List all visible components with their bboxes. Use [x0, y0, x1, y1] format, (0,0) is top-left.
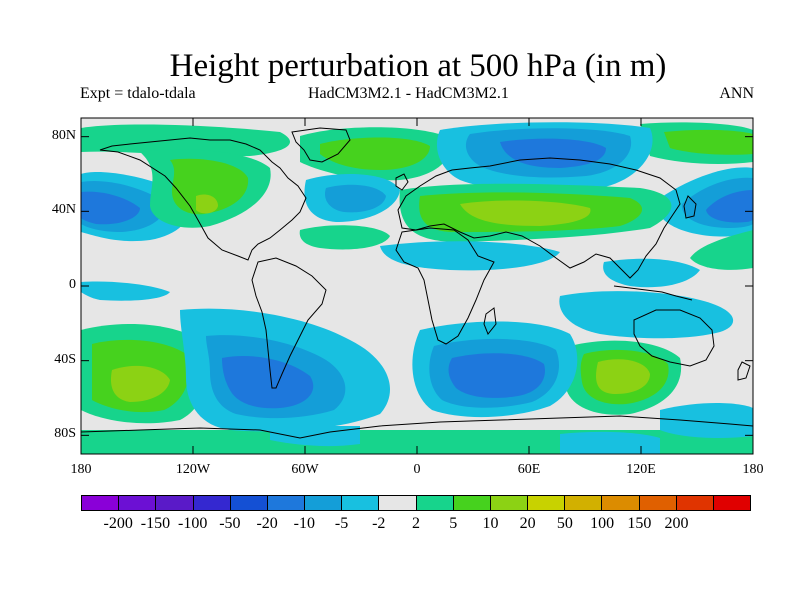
colorbar-swatch: [490, 496, 529, 510]
colorbar-label: 50: [556, 515, 573, 532]
colorbar-label: 2: [412, 515, 420, 532]
coast-uk: [395, 173, 409, 191]
y-tick-label: 40N: [51, 202, 76, 218]
colorbar-swatch: [639, 496, 677, 510]
contour-fields: [81, 122, 753, 454]
colorbar-swatch: [453, 496, 491, 510]
colorbar-label: -100: [177, 515, 208, 532]
experiment-label: Expt = tdalo-tdala: [80, 85, 196, 102]
colorbar-swatch: [230, 496, 268, 510]
chart-title: Height perturbation at 500 hPa (in m): [169, 48, 667, 84]
coast-north-america: [99, 137, 307, 261]
colorbar-swatch: [379, 496, 417, 510]
x-tick-label: 120E: [626, 462, 656, 477]
colorbar-swatch: [713, 496, 751, 510]
contour-negative-northern-eurasia: [436, 122, 653, 193]
colorbar-label: 100: [590, 515, 615, 532]
colorbar-swatch: [342, 496, 380, 510]
colorbar-label: -5: [334, 515, 349, 532]
y-tick-label: 80S: [54, 426, 76, 442]
models-label: HadCM3M2.1 - HadCM3M2.1: [308, 85, 509, 102]
x-tick-label: 0: [413, 462, 421, 477]
x-tick-label: 60W: [291, 462, 319, 477]
x-tick-label: 120W: [175, 462, 211, 477]
colorbar-swatch: [119, 496, 157, 510]
contour-negative-tropics: [81, 241, 734, 339]
x-tick-label: 180: [70, 462, 92, 477]
coast-australia: [633, 309, 715, 367]
colorbar-swatch: [193, 496, 231, 510]
colorbar-swatch: [82, 496, 120, 510]
colorbar-swatch: [528, 496, 566, 510]
colorbar-swatch: [305, 496, 343, 510]
contour-positive-north-america: [140, 149, 271, 228]
colorbar-label: -2: [372, 515, 386, 532]
coast-antarctica: [81, 415, 753, 439]
season-label: ANN: [719, 85, 754, 102]
coast-new-zealand: [737, 361, 751, 381]
coastlines: [81, 127, 753, 439]
colorbar-label: -50: [219, 515, 241, 532]
contour-negative-southern: [180, 308, 753, 454]
colorbar-label: -150: [140, 515, 171, 532]
axis-tickmarks: [80, 118, 754, 454]
colorbar-label: 200: [664, 515, 689, 532]
coast-greenland: [291, 127, 351, 163]
coast-japan: [683, 195, 697, 219]
coast-indonesia: [613, 285, 693, 301]
colorbar-swatch: [267, 496, 306, 510]
x-tick-label: 60E: [517, 462, 541, 477]
colorbar: [81, 495, 751, 511]
colorbar-label: -20: [256, 515, 278, 532]
colorbar-label: 20: [519, 515, 536, 532]
x-tick-label: 180: [742, 462, 764, 477]
colorbar-swatch: [416, 496, 454, 510]
coast-africa: [395, 227, 495, 345]
contour-positive-arctic: [300, 122, 753, 181]
contour-positive-north-pacific-rim: [81, 124, 290, 157]
colorbar-swatch: [676, 496, 714, 510]
colorbar-label: -200: [103, 515, 133, 532]
colorbar-label: -10: [293, 515, 315, 532]
colorbar-swatch: [156, 496, 194, 510]
colorbar-swatch: [565, 496, 603, 510]
y-tick-label: 0: [69, 277, 76, 292]
contour-positive-southeast-pacific: [81, 324, 753, 454]
contour-negative-north-atlantic: [299, 174, 400, 250]
y-tick-label: 80N: [51, 127, 76, 143]
coast-eurasia: [397, 157, 681, 279]
contour-positive-eurasia-belt: [399, 183, 672, 242]
y-tick-label: 40S: [54, 351, 76, 367]
colorbar-label: 5: [449, 515, 458, 532]
colorbar-label: 150: [627, 515, 652, 532]
coast-madagascar: [483, 307, 497, 335]
colorbar-swatch: [602, 496, 640, 510]
colorbar-label: 10: [482, 515, 499, 532]
contour-positive-south-indian: [563, 340, 682, 415]
coast-south-america: [251, 257, 327, 389]
contour-positive-west-pacific-rim: [690, 230, 753, 270]
